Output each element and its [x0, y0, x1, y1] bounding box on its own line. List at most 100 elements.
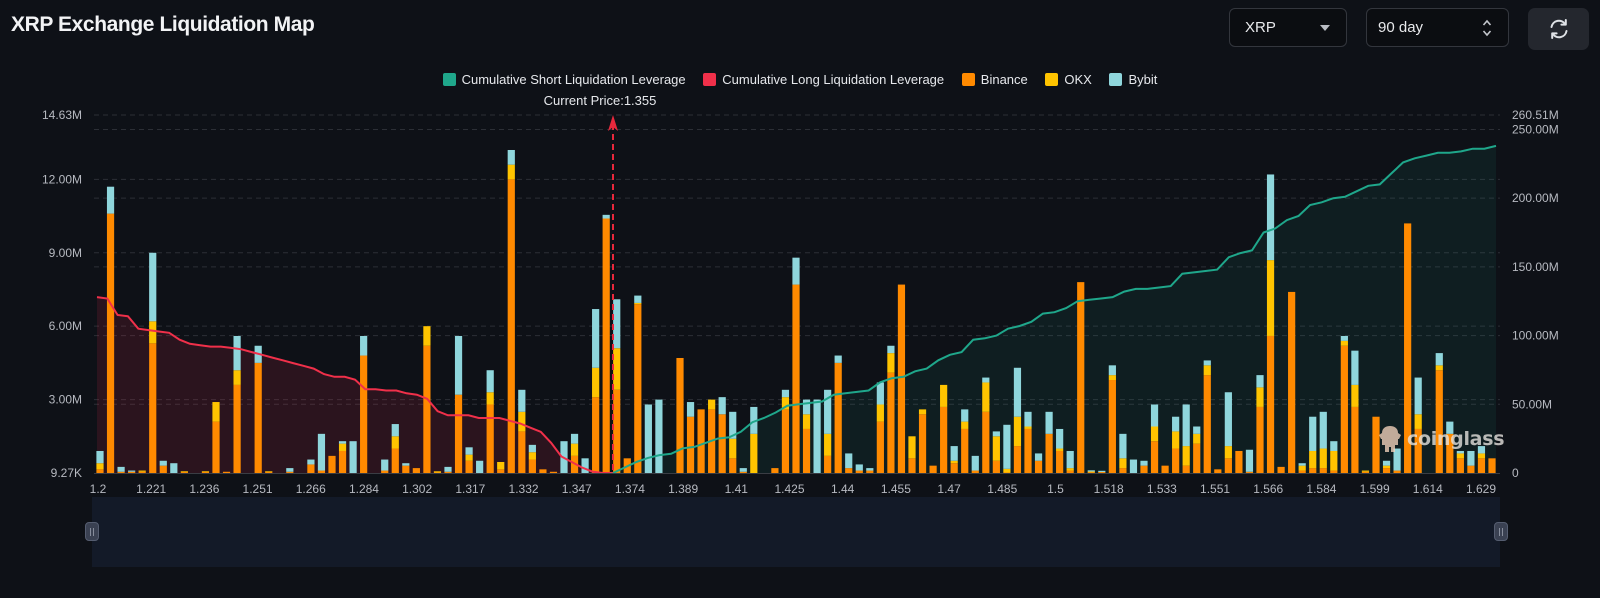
bar-segment-okx [1298, 465, 1306, 471]
bar-segment-okx [1108, 375, 1116, 381]
bar-segment-bybit [286, 468, 294, 472]
bar-segment-binance [518, 431, 526, 473]
bar-segment-binance [1182, 465, 1190, 473]
bar-segment-okx [1224, 446, 1232, 459]
right-axis-tick-label: 200.00M [1512, 191, 1559, 205]
bar-segment-binance [360, 355, 368, 473]
bar-segment-bybit [402, 463, 410, 466]
bar-segment-okx [708, 399, 716, 410]
x-axis-tick-label: 1.302 [402, 482, 432, 496]
bar-segment-bybit [602, 214, 610, 219]
bar-segment-binance [792, 284, 800, 473]
bar-segment-okx [1150, 426, 1159, 442]
left-axis-tick-label: 12.00M [42, 172, 82, 186]
bar-segment-binance [908, 458, 916, 473]
bar-segment-okx [265, 471, 273, 473]
legend-item-short-cumulative[interactable]: Cumulative Short Liquidation Leverage [442, 72, 686, 87]
bar-segment-bybit [1119, 433, 1127, 459]
bar-segment-bybit [971, 455, 979, 471]
bar-segment-binance [708, 409, 716, 473]
refresh-icon [1550, 19, 1567, 39]
bar-segment-binance [1098, 472, 1106, 473]
bar-segment-okx [1013, 416, 1022, 447]
legend-swatch [1109, 73, 1123, 86]
bar-segment-binance [887, 372, 895, 473]
bar-segment-bybit [106, 186, 115, 214]
bar-segment-okx [876, 404, 884, 422]
x-axis-tick-label: 1.332 [509, 482, 539, 496]
bar-segment-bybit [950, 446, 958, 461]
x-axis-tick-label: 1.44 [831, 482, 855, 496]
range-select[interactable]: 90 day [1366, 8, 1509, 47]
bar-segment-okx [1361, 470, 1370, 472]
zoom-handle-left[interactable]: || [85, 522, 99, 541]
bar-segment-binance [1087, 472, 1095, 473]
bar-segment-bybit [634, 295, 642, 303]
bar-segment-binance [918, 414, 927, 473]
bar-segment-binance [781, 409, 790, 473]
bar-segment-okx [1256, 387, 1264, 407]
bar-segment-bybit [159, 460, 167, 466]
bar-segment-binance [212, 421, 220, 473]
legend-item-okx[interactable]: OKX [1045, 72, 1092, 87]
bar-segment-binance [623, 458, 631, 473]
coinglass-logo-icon [1379, 426, 1401, 452]
bar-segment-binance [1077, 282, 1085, 473]
page-title: XRP Exchange Liquidation Map [11, 13, 315, 36]
chart-legend: Cumulative Short Liquidation Leverage Cu… [0, 72, 1600, 89]
bar-segment-binance [1488, 458, 1496, 473]
bar-segment-bybit [1467, 450, 1475, 466]
bar-segment-bybit [718, 397, 726, 415]
zoom-slider-track[interactable] [92, 497, 1500, 567]
x-axis-tick-label: 1.599 [1360, 482, 1390, 496]
bar-segment-okx [233, 370, 241, 385]
x-axis-tick-label: 1.317 [455, 482, 485, 496]
bar-segment-bybit [1013, 367, 1022, 417]
bar-segment-binance [1034, 460, 1043, 473]
bar-segment-binance [265, 471, 273, 473]
bar-segment-bybit [655, 399, 663, 473]
legend-item-binance[interactable]: Binance [961, 72, 1028, 87]
bar-segment-binance [1351, 406, 1359, 473]
bar-segment-okx [180, 471, 188, 473]
x-axis-tick-label: 1.533 [1147, 482, 1177, 496]
bar-segment-okx [908, 436, 916, 459]
bar-segment-bybit [750, 406, 758, 434]
bar-segment-binance [233, 384, 241, 473]
coin-select[interactable]: XRP [1229, 8, 1347, 47]
bar-segment-binance [1435, 370, 1443, 473]
bar-segment-bybit [254, 345, 262, 363]
bar-segment-binance [486, 404, 494, 473]
bar-segment-bybit [1034, 453, 1043, 461]
bar-segment-bybit [1140, 460, 1148, 466]
bar-segment-bybit [887, 345, 895, 354]
bar-segment-bybit [486, 370, 494, 393]
legend-item-long-cumulative[interactable]: Cumulative Long Liquidation Leverage [703, 72, 944, 87]
bar-segment-okx [613, 348, 621, 390]
bar-segment-binance [613, 389, 621, 473]
bar-segment-binance [423, 345, 431, 473]
bar-segment-binance [1361, 471, 1370, 473]
bar-segment-bybit [233, 335, 241, 371]
bar-segment-okx [950, 460, 958, 464]
left-axis-tick-label: 9.00M [49, 246, 82, 260]
bar-segment-binance [1266, 335, 1275, 473]
bar-segment-okx [1351, 384, 1359, 407]
bar-segment-binance [866, 470, 874, 473]
bar-segment-binance [971, 470, 979, 473]
bar-segment-bybit [982, 377, 990, 383]
x-axis-tick-label: 1.518 [1094, 482, 1124, 496]
coinglass-watermark: coinglass [1377, 425, 1505, 453]
bar-segment-binance [950, 463, 958, 473]
bar-segment-okx [592, 367, 600, 398]
bar-segment-bybit [1087, 470, 1095, 472]
bar-segment-binance [1214, 469, 1222, 473]
bar-segment-bybit [802, 399, 811, 415]
refresh-button[interactable] [1528, 8, 1589, 50]
legend-item-bybit[interactable]: Bybit [1109, 72, 1157, 87]
short-cumulative-area [613, 145, 1496, 473]
legend-swatch [961, 73, 975, 86]
bar-segment-bybit [855, 464, 863, 471]
left-axis-tick-label: 9.27K [51, 466, 82, 480]
zoom-handle-right[interactable]: || [1494, 522, 1508, 541]
